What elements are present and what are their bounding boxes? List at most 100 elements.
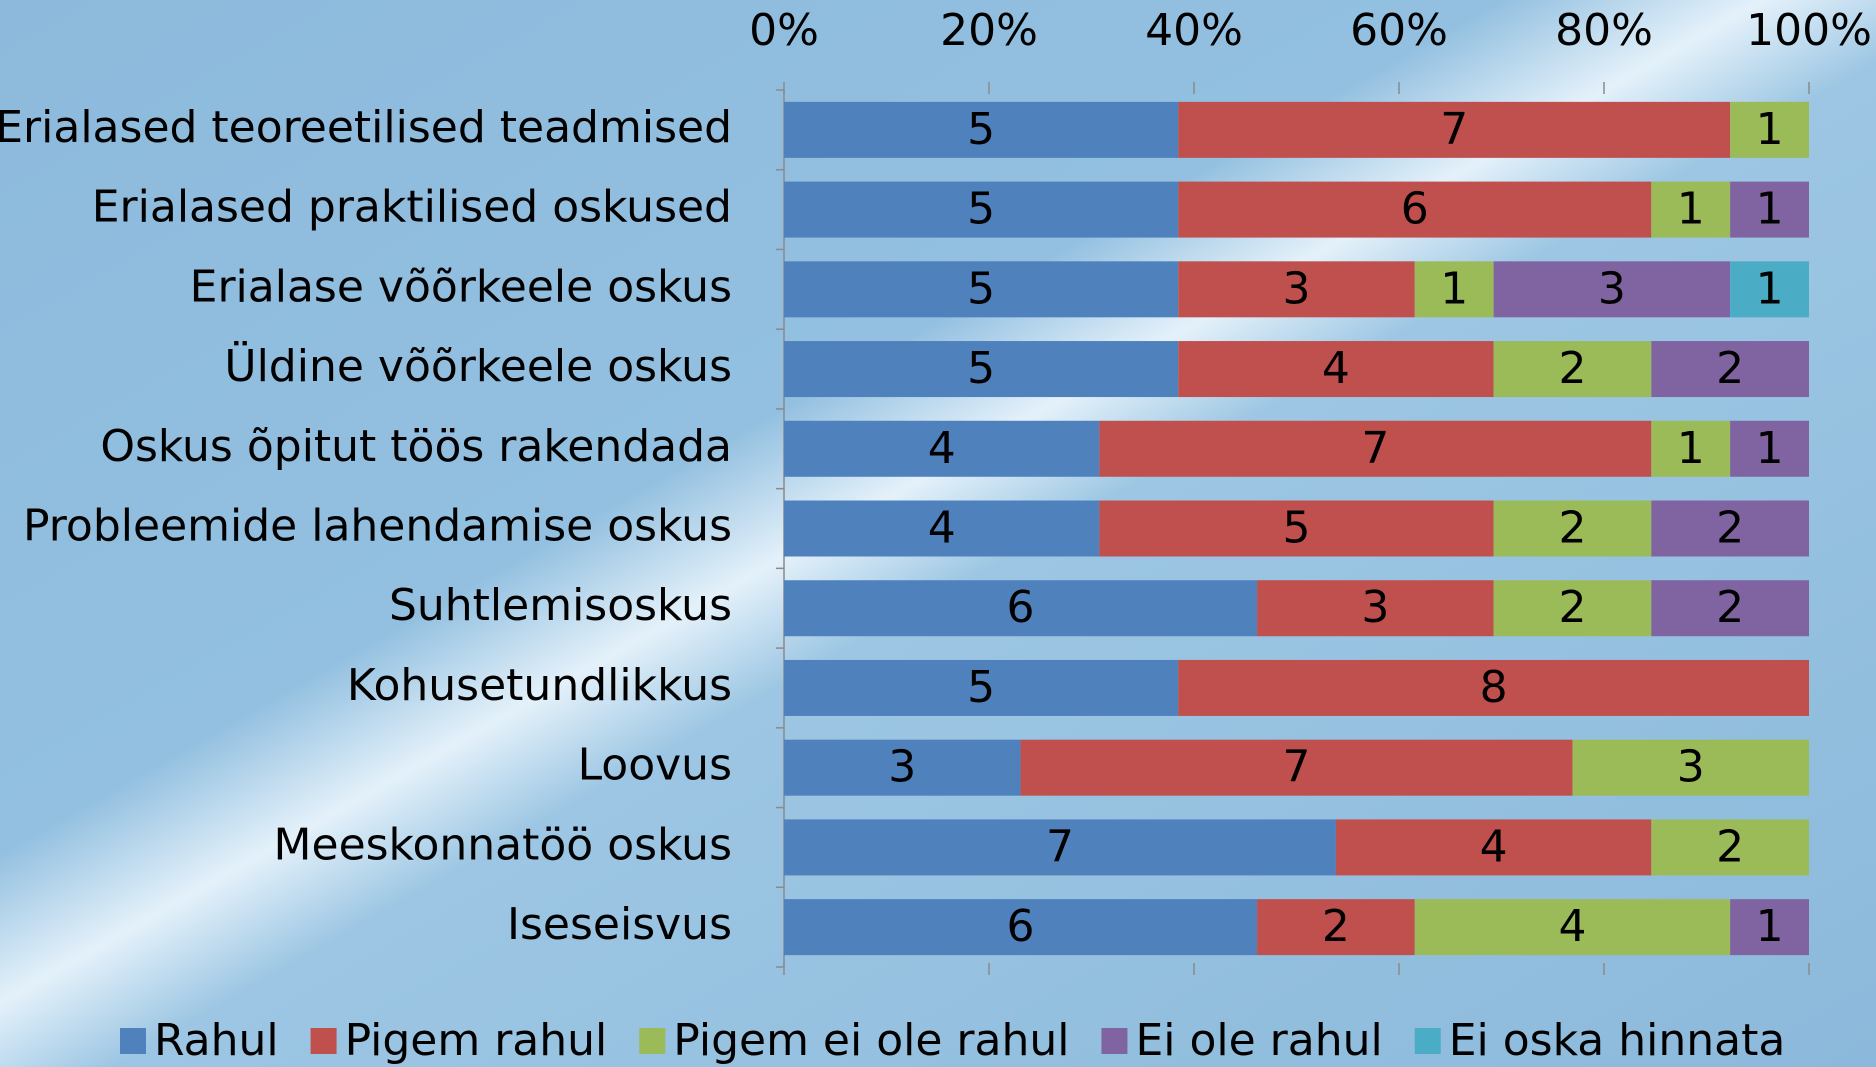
y-tick-label: Erialased praktilised oskused (92, 182, 732, 233)
y-tick-label: Loovus (578, 740, 732, 791)
y-tick-label: Oskus õpitut töös rakendada (100, 421, 732, 472)
bar-segment (784, 819, 1336, 876)
legend-label: Rahul (154, 1015, 279, 1066)
y-tick-label: Meeskonnatöö oskus (274, 819, 732, 870)
bar-segment (1572, 739, 1809, 796)
bar-segment (784, 899, 1258, 956)
bar-segment (1651, 500, 1809, 557)
data-label: 6 (1401, 184, 1429, 235)
y-tick-label: Erialase võõrkeele oskus (190, 261, 732, 312)
bar-segment (1414, 899, 1731, 956)
bar-segment (1730, 899, 1809, 956)
data-label: 7 (1283, 742, 1311, 793)
bar-segment (1651, 580, 1809, 637)
legend-swatch (1414, 1028, 1441, 1054)
bar-segment (1730, 420, 1809, 477)
y-tick-label: Suhtlemisoskus (389, 580, 732, 631)
bar-segment (1730, 101, 1809, 158)
data-label: 5 (967, 184, 995, 235)
x-tick-label: 100% (1746, 5, 1872, 56)
data-label: 4 (928, 503, 956, 554)
bar-segment (1020, 739, 1573, 796)
bar-segment (1257, 899, 1415, 956)
bar-segment (1178, 181, 1652, 238)
y-tick-label: Kohusetundlikkus (347, 660, 732, 711)
y-tick-label: Erialased teoreetilised teadmised (0, 102, 732, 153)
bar-segment (1099, 420, 1652, 477)
data-label: 4 (1480, 821, 1508, 872)
data-label: 2 (1558, 582, 1586, 633)
data-label: 5 (967, 343, 995, 394)
data-label: 1 (1756, 263, 1784, 314)
data-label: 8 (1480, 662, 1508, 713)
data-label: 3 (1283, 263, 1311, 314)
bar-segment (1099, 500, 1494, 557)
bar-segment (784, 181, 1179, 238)
bar-segment (1651, 341, 1809, 398)
bar-segment (1651, 181, 1731, 238)
bar-segment (784, 420, 1100, 477)
y-tick-label: Üldine võõrkeele oskus (224, 340, 732, 392)
bar-segment (1730, 181, 1809, 238)
bar-segment (1651, 819, 1809, 876)
data-label: 2 (1558, 343, 1586, 394)
bar-segment (784, 580, 1258, 637)
legend-swatch (120, 1028, 146, 1054)
data-label: 4 (928, 423, 956, 474)
bar-segment (1730, 261, 1809, 318)
x-tick-label: 40% (1145, 5, 1243, 56)
bar-segment (784, 101, 1179, 158)
bar-segment (784, 659, 1179, 716)
data-label: 4 (1322, 343, 1350, 394)
x-tick-label: 80% (1555, 5, 1653, 56)
data-label: 6 (1007, 582, 1035, 633)
data-label: 7 (1046, 821, 1074, 872)
y-tick-label: Probleemide lahendamise oskus (23, 501, 732, 552)
data-label: 2 (1558, 503, 1586, 554)
bar-segment (1493, 341, 1652, 398)
bar-segment (1178, 261, 1415, 318)
data-label: 3 (888, 742, 916, 793)
data-label: 1 (1756, 423, 1784, 474)
data-label: 1 (1677, 423, 1705, 474)
x-tick-label: 20% (940, 5, 1038, 56)
bar-segment (784, 341, 1179, 398)
data-label: 3 (1677, 742, 1705, 793)
data-label: 3 (1598, 263, 1626, 314)
bar-segment (1493, 580, 1652, 637)
legend-label: Ei oska hinnata (1449, 1015, 1786, 1066)
data-label: 1 (1756, 901, 1784, 952)
data-label: 2 (1716, 343, 1744, 394)
legend-label: Ei ole rahul (1135, 1015, 1382, 1066)
data-label: 1 (1756, 184, 1784, 235)
bar-segment (1257, 580, 1494, 637)
data-label: 7 (1361, 423, 1389, 474)
bar-segment (1178, 101, 1731, 158)
data-label: 1 (1756, 104, 1784, 155)
x-tick-label: 60% (1350, 5, 1448, 56)
data-label: 2 (1716, 582, 1744, 633)
y-tick-label: Iseseisvus (507, 899, 732, 950)
data-label: 1 (1440, 263, 1468, 314)
data-label: 2 (1716, 821, 1744, 872)
legend-swatch (310, 1028, 337, 1054)
bar-segment (784, 500, 1100, 557)
data-label: 5 (967, 662, 995, 713)
bar-segment (784, 261, 1179, 318)
legend-swatch (1101, 1028, 1128, 1054)
legend-swatch (639, 1028, 666, 1054)
data-label: 2 (1716, 503, 1744, 554)
bar-segment (1493, 261, 1731, 318)
data-label: 1 (1677, 184, 1705, 235)
bar-segment (1178, 659, 1809, 716)
bar-segment (1651, 420, 1731, 477)
data-label: 5 (967, 263, 995, 314)
data-label: 7 (1440, 104, 1468, 155)
data-label: 6 (1007, 901, 1035, 952)
x-tick-label: 0% (749, 5, 819, 56)
bar-segment (784, 739, 1021, 796)
data-label: 4 (1558, 901, 1586, 952)
data-label: 3 (1361, 582, 1389, 633)
bar-segment (1493, 500, 1652, 557)
